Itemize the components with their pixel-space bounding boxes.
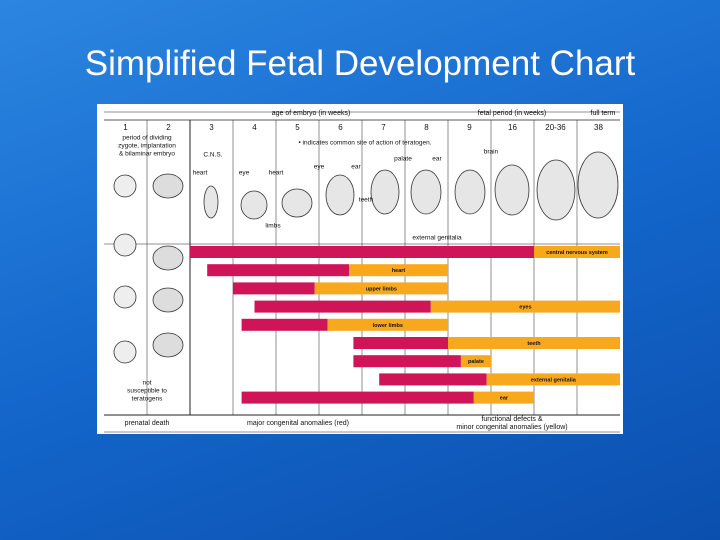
week-label: 8 (424, 123, 429, 132)
organ-label: eye (239, 170, 250, 177)
embryo-disc (152, 332, 184, 358)
embryo-disc (152, 287, 184, 313)
minor-period-bar (473, 391, 534, 404)
slide-title: Simplified Fetal Development Chart (84, 44, 636, 83)
zygote (113, 285, 137, 309)
embryo (410, 169, 442, 215)
critical-period-bar (241, 391, 474, 404)
week-label: 4 (252, 123, 257, 132)
header-label: fetal period (in weeks) (478, 110, 546, 117)
organ-label: C.N.S. (203, 152, 222, 159)
stage-note: period of dividing (122, 135, 172, 142)
zygote (113, 233, 137, 257)
embryo (203, 185, 219, 219)
week-label: 5 (295, 123, 300, 132)
embryo (577, 151, 619, 219)
organ-label: palate (394, 156, 412, 163)
critical-period-bar (233, 282, 315, 295)
embryo-disc (152, 245, 184, 271)
footer-label: prenatal death (125, 420, 170, 427)
minor-period-bar (534, 246, 620, 258)
week-label: 38 (594, 123, 603, 132)
critical-period-bar (241, 318, 328, 331)
organ-label: limbs (265, 223, 281, 230)
embryo-disc (152, 173, 184, 199)
organ-label: brain (484, 149, 499, 156)
organ-label: eye (314, 164, 325, 171)
minor-period-bar (430, 300, 620, 313)
critical-period-bar (190, 246, 534, 258)
organ-label: ear (432, 156, 442, 163)
minor-period-bar (448, 337, 620, 349)
note: not (142, 380, 151, 387)
note: teratogens (132, 396, 163, 403)
organ-label: ear (351, 164, 361, 171)
minor-period-bar (460, 355, 491, 368)
bar-label: ear (500, 396, 509, 402)
week-label: 3 (209, 123, 214, 132)
embryo (494, 164, 530, 216)
zygote (113, 340, 137, 364)
organ-label: heart (269, 170, 284, 177)
minor-period-bar (314, 282, 448, 295)
stage-note: zygote, implantation (118, 143, 176, 150)
bar-label: teeth (527, 341, 541, 347)
bar-label: upper limbs (366, 286, 397, 292)
zygote (113, 174, 137, 198)
critical-period-bar (353, 337, 448, 349)
embryo (536, 159, 576, 221)
footer-label: major congenital anomalies (red) (247, 420, 349, 427)
embryo (454, 169, 486, 215)
week-label: 9 (467, 123, 472, 132)
week-label: 1 (123, 123, 128, 132)
organ-label: teeth (359, 197, 374, 204)
week-label: 20-36 (545, 123, 566, 132)
bar-label: central nervous system (546, 250, 608, 256)
bar-label: eyes (519, 305, 531, 311)
week-label: 2 (166, 123, 171, 132)
minor-period-bar (327, 318, 448, 331)
stage-note: & bilaminar embryo (119, 151, 175, 158)
critical-period-bar (379, 373, 487, 386)
organ-label: external genitalia (412, 235, 462, 242)
critical-period-bar (353, 355, 461, 368)
minor-period-bar (486, 373, 620, 386)
critical-period-bar (254, 300, 431, 313)
bar-label: lower limbs (373, 323, 403, 329)
embryo (370, 169, 400, 215)
footer-label: minor congenital anomalies (yellow) (456, 424, 567, 431)
week-label: 16 (508, 123, 517, 132)
header-label: age of embryo (in weeks) (272, 110, 351, 117)
note: susceptible to (127, 388, 167, 395)
minor-period-bar (349, 264, 448, 277)
bar-label: external genitalia (531, 377, 577, 383)
teratogen-note: • indicates common site of action of ter… (298, 140, 431, 147)
bar-label: palate (468, 359, 484, 365)
header-label: full term (591, 110, 616, 117)
critical-period-bar (207, 264, 350, 277)
embryo (281, 188, 313, 218)
week-label: 7 (381, 123, 386, 132)
bar-label: heart (392, 268, 406, 274)
footer-label: functional defects & (481, 416, 542, 423)
week-label: 6 (338, 123, 343, 132)
embryo (325, 174, 355, 216)
embryo (240, 190, 268, 220)
organ-label: heart (193, 170, 208, 177)
